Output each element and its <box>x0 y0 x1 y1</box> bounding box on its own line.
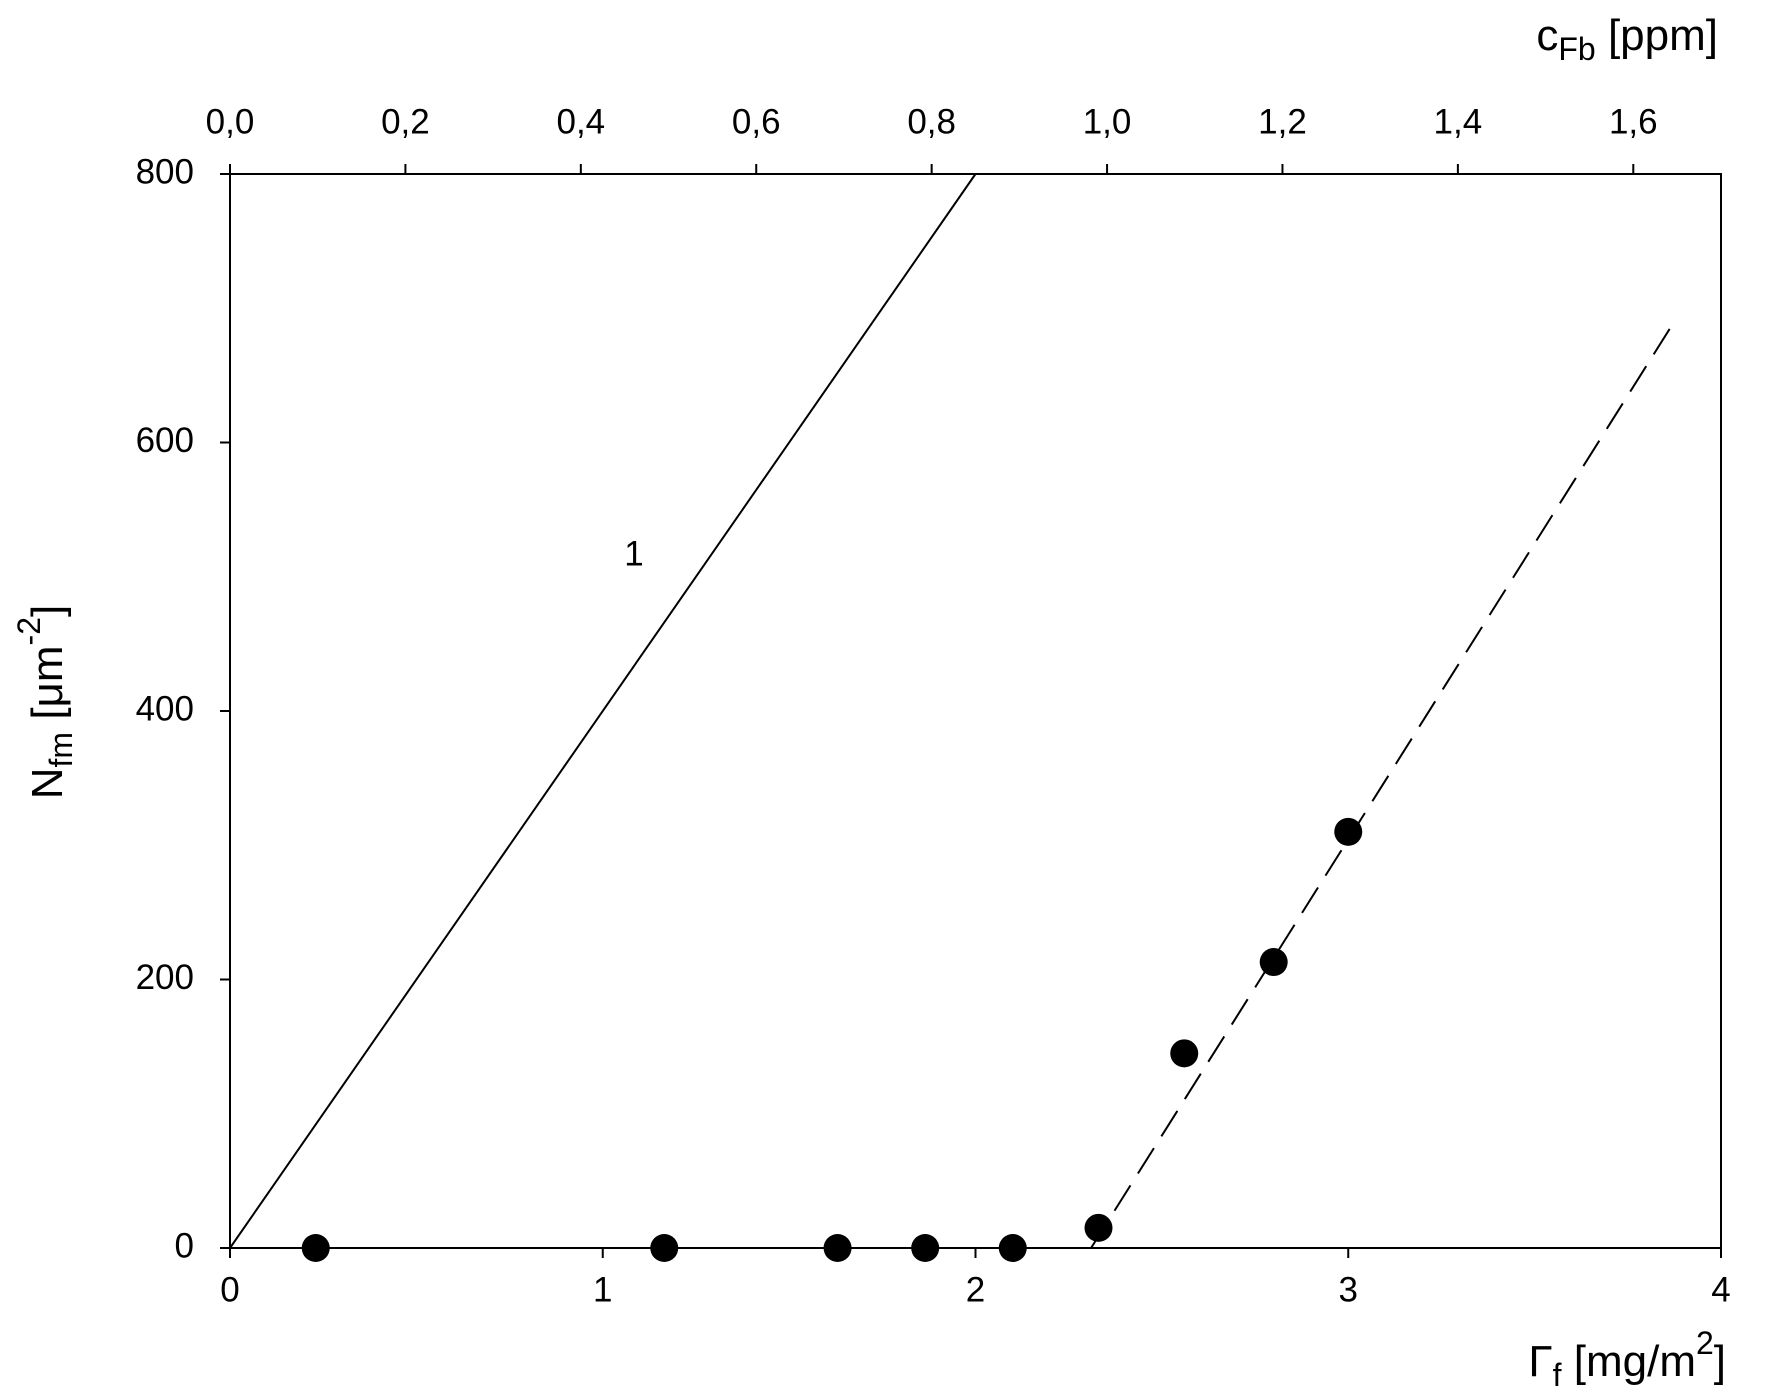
x2-tick-label: 0,8 <box>907 102 956 141</box>
x-tick-label: 3 <box>1339 1270 1358 1309</box>
label-part: Γ <box>1528 1337 1552 1386</box>
x2-tick-label: 1,0 <box>1083 102 1132 141</box>
label-sub: fm <box>43 732 79 768</box>
x2-tick-label: 1,2 <box>1258 102 1307 141</box>
data-point <box>911 1234 940 1262</box>
x-tick-label: 4 <box>1711 1270 1730 1309</box>
x-tick-label: 2 <box>966 1270 985 1309</box>
x2-tick-label: 0,6 <box>732 102 781 141</box>
x2-tick-label: 0,0 <box>206 102 255 141</box>
label-part: [ppm] <box>1596 11 1718 60</box>
label-part: ] <box>23 605 72 617</box>
label-sup: 2 <box>1696 1325 1714 1361</box>
label-sub: f <box>1553 1357 1562 1393</box>
y-tick-label: 400 <box>136 689 194 728</box>
x2-tick-label: 1,4 <box>1434 102 1483 141</box>
label-part: ] <box>1714 1337 1726 1386</box>
label-part: [μm <box>23 645 72 731</box>
x-tick-label: 0 <box>220 1270 239 1309</box>
line <box>1090 323 1674 1249</box>
y-tick-label: 200 <box>136 958 194 997</box>
data-point <box>823 1234 852 1262</box>
label-part: N <box>23 767 72 799</box>
data-point <box>650 1234 679 1262</box>
data-point <box>1084 1213 1113 1242</box>
x2-tick-label: 1,6 <box>1609 102 1658 141</box>
label-sup: -2 <box>11 617 47 645</box>
x2-tick-label: 0,4 <box>556 102 605 141</box>
y-axis-label: Nfm [μm-2] <box>11 605 79 799</box>
annotation: 1 <box>624 534 643 573</box>
y-tick-label: 800 <box>136 152 194 191</box>
x2-tick-label: 0,2 <box>381 102 430 141</box>
x-tick-label: 1 <box>593 1270 612 1309</box>
y-tick-label: 0 <box>175 1226 194 1265</box>
data-point <box>1170 1039 1199 1068</box>
x2-axis-label: cFb [ppm] <box>1536 11 1718 68</box>
line <box>229 173 977 1249</box>
data-point <box>1334 817 1363 846</box>
label-part: c <box>1536 11 1558 60</box>
x-axis-label: Γf [mg/m2] <box>1528 1325 1726 1393</box>
data-point <box>998 1234 1027 1262</box>
label-sub: Fb <box>1558 31 1595 67</box>
label-part: [mg/m <box>1562 1337 1696 1386</box>
y-tick-label: 600 <box>136 421 194 460</box>
plot-frame <box>229 173 1722 1249</box>
data-point <box>301 1234 330 1262</box>
